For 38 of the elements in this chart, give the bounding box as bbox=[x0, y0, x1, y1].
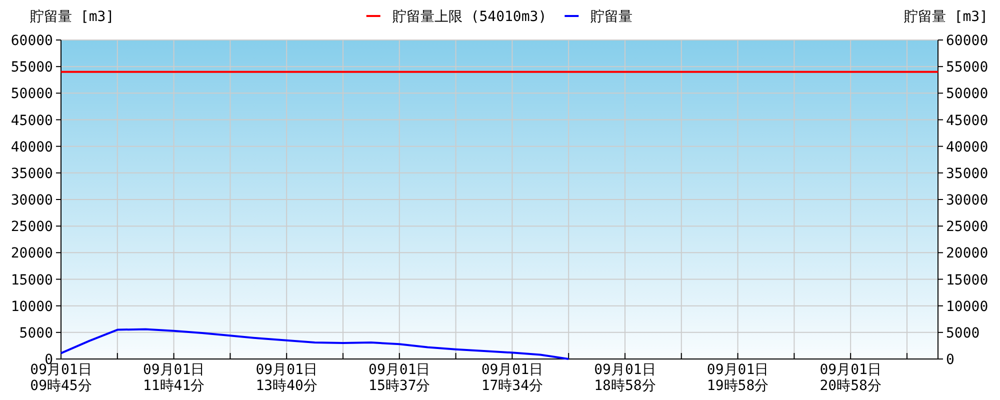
y-tick-label: 45000 bbox=[10, 112, 53, 129]
x-tick-label: 09月01日 09時45分 bbox=[30, 362, 92, 394]
y-tick-label: 55000 bbox=[10, 60, 53, 76]
y2-tick-label: 55000 bbox=[946, 60, 988, 76]
line-series bbox=[60, 328, 570, 360]
y-tick-label: 30000 bbox=[10, 192, 53, 208]
y2-tick-label: 0 bbox=[946, 352, 954, 368]
x-tick-label: 09月01日 20時58分 bbox=[820, 362, 882, 394]
y2-tick-label: 25000 bbox=[946, 219, 988, 236]
y2-tick-label: 20000 bbox=[946, 246, 988, 262]
y-tick-label: 10000 bbox=[10, 298, 53, 315]
y2-tick-label: 35000 bbox=[946, 166, 988, 182]
legend-label: 貯留量 bbox=[590, 9, 633, 25]
y-tick-label: 25000 bbox=[10, 219, 53, 236]
x-tick-label: 09月01日 17時34分 bbox=[481, 362, 544, 394]
y-axis-title: 貯留量 [m3] bbox=[30, 9, 114, 25]
y2-tick-label: 5000 bbox=[946, 325, 980, 342]
y-tick-label: 15000 bbox=[10, 272, 53, 288]
y2-tick-label: 10000 bbox=[946, 298, 988, 315]
y-tick-label: 40000 bbox=[10, 139, 53, 156]
y2-tick-label: 45000 bbox=[946, 112, 988, 129]
y2-axis-title: 貯留量 [m3] bbox=[904, 9, 988, 25]
y2-tick-label: 60000 bbox=[946, 33, 988, 49]
y2-tick-label: 50000 bbox=[946, 86, 988, 102]
y-tick-label: 60000 bbox=[10, 33, 53, 49]
x-tick-label: 09月01日 11時41分 bbox=[142, 362, 205, 394]
y2-tick-label: 30000 bbox=[946, 192, 988, 208]
y2-tick-label: 40000 bbox=[946, 139, 988, 156]
y-tick-label: 50000 bbox=[10, 86, 53, 102]
y2-tick-label: 15000 bbox=[946, 272, 988, 288]
x-tick-label: 09月01日 19時58分 bbox=[706, 362, 769, 394]
y-tick-label: 20000 bbox=[10, 246, 53, 262]
x-tick-label: 09月01日 18時58分 bbox=[594, 362, 656, 394]
x-tick-label: 09月01日 13時40分 bbox=[256, 362, 318, 394]
x-tick-label: 09月01日 15時37分 bbox=[368, 362, 430, 394]
legend-label: 貯留量上限 (54010m3) bbox=[392, 9, 547, 25]
y-tick-label: 5000 bbox=[19, 325, 53, 342]
y-tick-label: 35000 bbox=[10, 166, 53, 182]
